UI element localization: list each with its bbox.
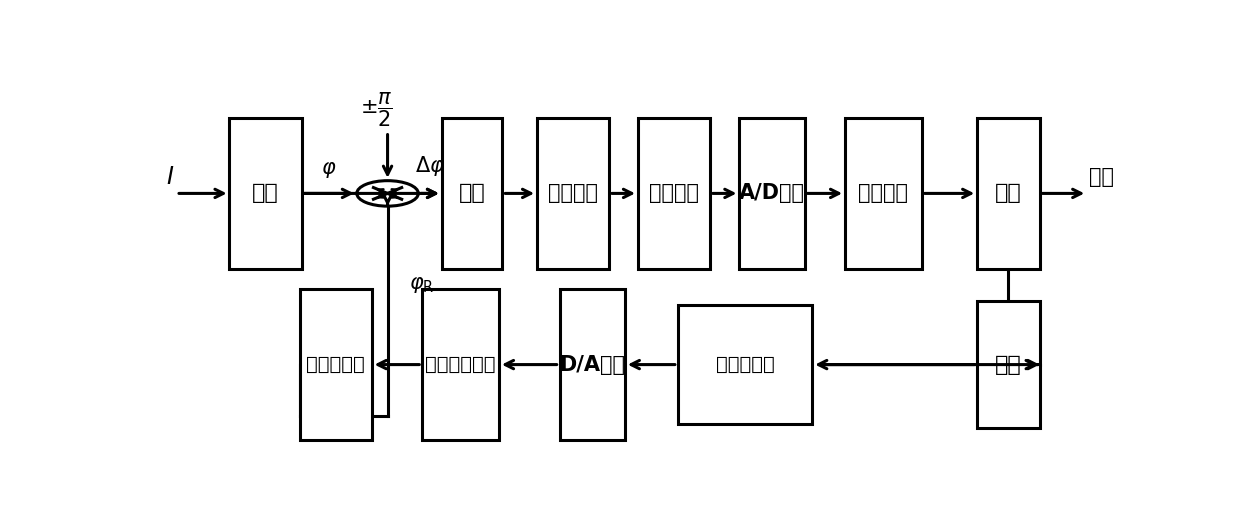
- Text: $I$: $I$: [166, 165, 175, 190]
- Text: 传感: 传感: [252, 184, 279, 203]
- Text: 数字解调: 数字解调: [858, 184, 909, 203]
- Text: 输出: 输出: [1089, 168, 1114, 188]
- Text: 相位调制器: 相位调制器: [306, 355, 365, 374]
- Text: $\pm\dfrac{\pi}{2}$: $\pm\dfrac{\pi}{2}$: [360, 90, 392, 129]
- FancyBboxPatch shape: [739, 118, 805, 269]
- FancyBboxPatch shape: [844, 118, 921, 269]
- Text: A/D转换: A/D转换: [739, 184, 805, 203]
- FancyBboxPatch shape: [422, 289, 498, 440]
- Text: 增益控制电路: 增益控制电路: [425, 355, 496, 374]
- Text: 干渉: 干渉: [459, 184, 486, 203]
- Text: $\varphi_{\rm R}$: $\varphi_{\rm R}$: [409, 276, 434, 295]
- FancyBboxPatch shape: [441, 118, 502, 269]
- FancyBboxPatch shape: [559, 289, 625, 440]
- Text: 积分: 积分: [994, 184, 1022, 203]
- Text: 累加: 累加: [994, 355, 1022, 375]
- FancyBboxPatch shape: [637, 118, 711, 269]
- Text: 前置放大: 前置放大: [649, 184, 699, 203]
- FancyBboxPatch shape: [229, 118, 301, 269]
- Text: D/A转换: D/A转换: [559, 355, 625, 375]
- Text: $\varphi$: $\varphi$: [321, 160, 337, 179]
- FancyBboxPatch shape: [300, 289, 372, 440]
- FancyBboxPatch shape: [678, 305, 812, 424]
- FancyBboxPatch shape: [537, 118, 609, 269]
- Text: $\Delta\varphi$: $\Delta\varphi$: [415, 154, 445, 177]
- Text: 光电转换: 光电转换: [548, 184, 598, 203]
- Circle shape: [357, 180, 418, 206]
- FancyBboxPatch shape: [977, 118, 1039, 269]
- Text: 数字阶梯波: 数字阶梯波: [715, 355, 775, 374]
- FancyBboxPatch shape: [977, 301, 1039, 428]
